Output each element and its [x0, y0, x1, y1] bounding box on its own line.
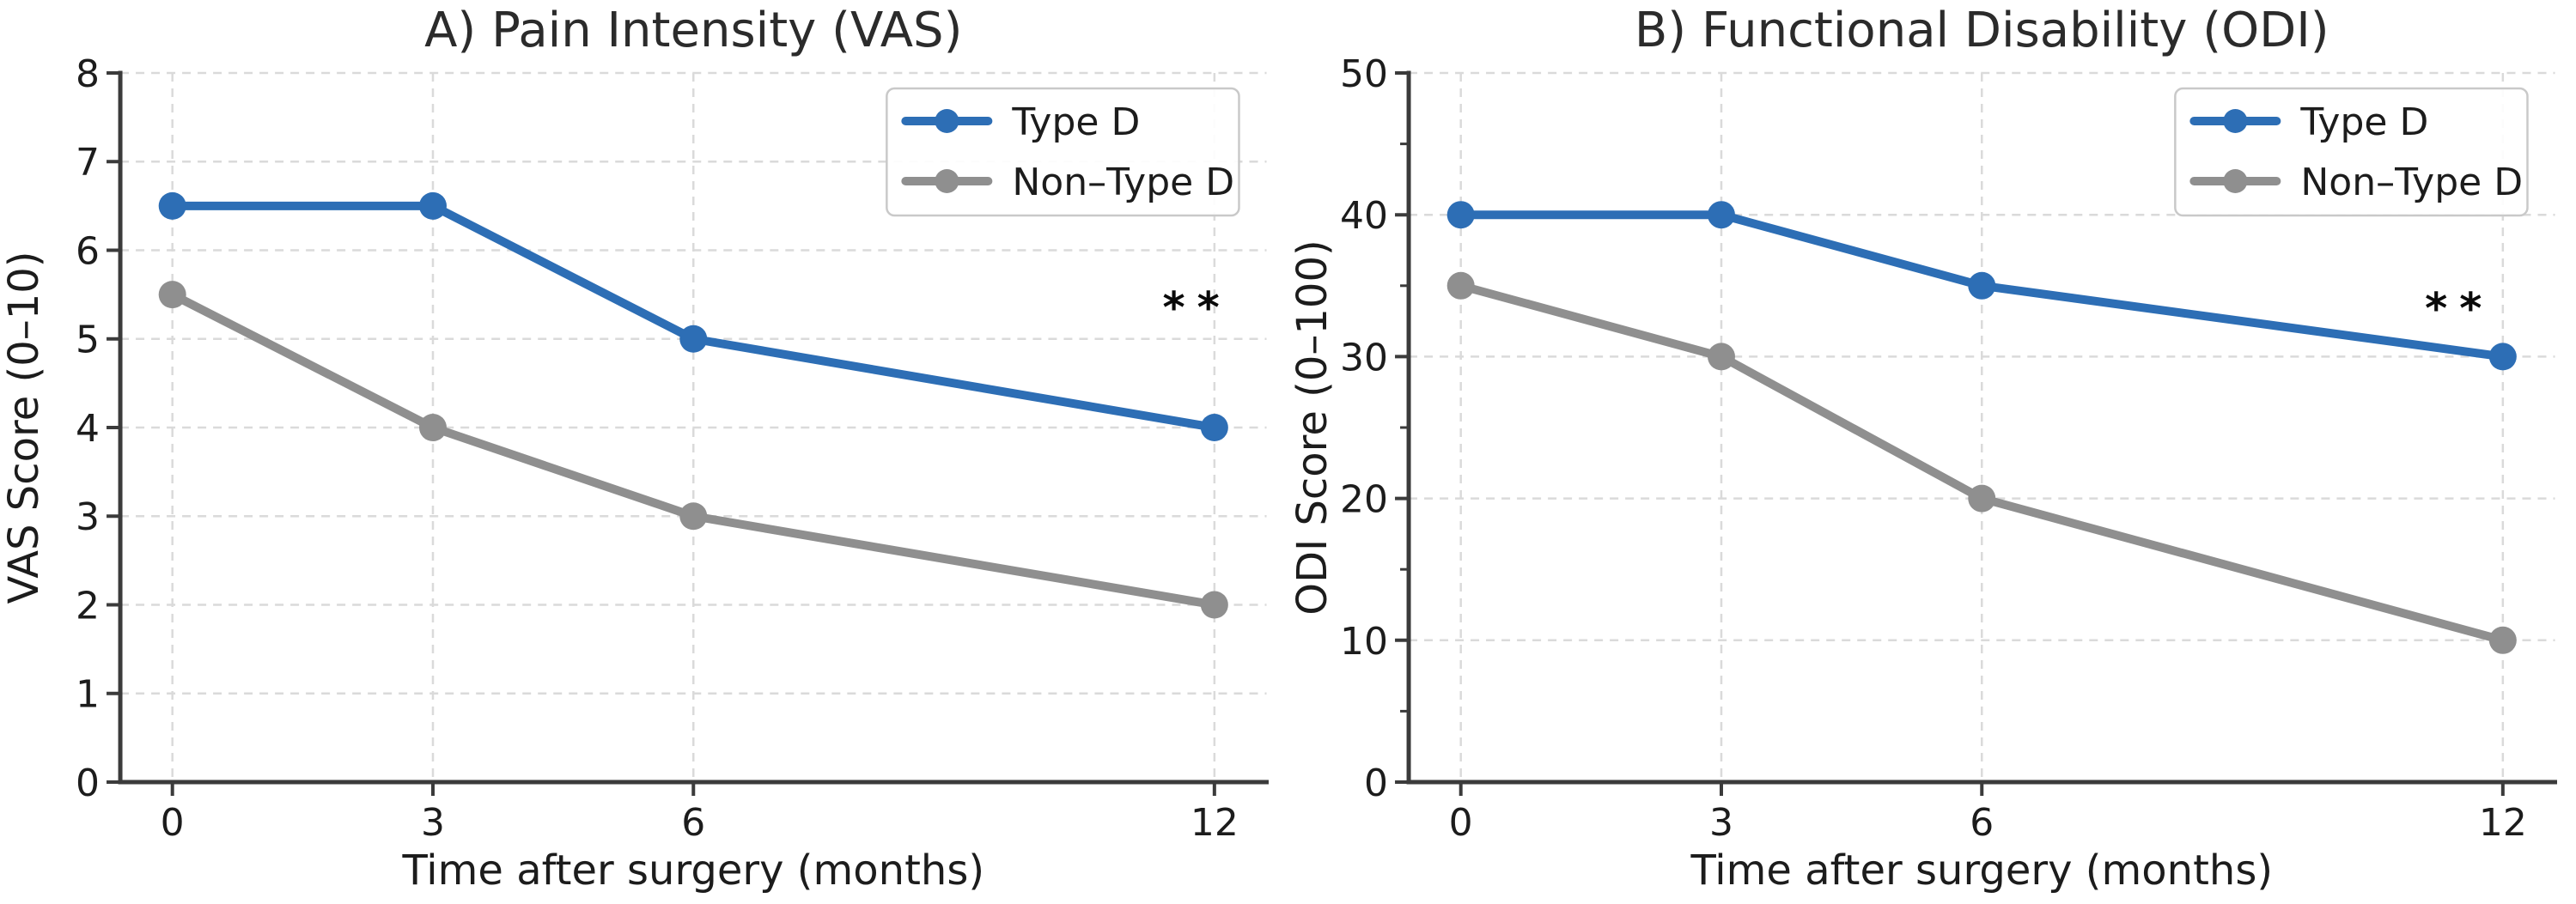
significance-annotation: **	[1162, 282, 1231, 332]
data-point	[1707, 343, 1735, 371]
legend-label: Type D	[2299, 100, 2428, 144]
data-point	[1200, 591, 1228, 619]
y-tick-label: 2	[76, 585, 100, 628]
chart-b-title: B) Functional Disability (ODI)	[1634, 3, 2329, 58]
data-point	[1967, 271, 1995, 300]
chart-b-xlabel: Time after surgery (months)	[1690, 846, 2273, 895]
y-tick-label: 10	[1340, 620, 1388, 664]
x-tick-label: 3	[421, 801, 445, 845]
series-line	[167, 201, 1219, 432]
y-tick-label: 3	[76, 495, 100, 539]
significance-annotation: **	[2425, 283, 2494, 333]
legend-label: Non–Type D	[2300, 161, 2523, 204]
x-tick-label: 6	[681, 801, 705, 845]
chart-a-title: A) Pain Intensity (VAS)	[424, 3, 962, 58]
y-tick-label: 0	[1364, 761, 1388, 805]
x-tick-label: 0	[1448, 801, 1472, 845]
y-tick-label: 40	[1340, 194, 1388, 238]
data-point	[1200, 414, 1228, 441]
data-point	[158, 281, 186, 309]
x-tick-label: 6	[1970, 801, 1994, 845]
data-point	[418, 414, 447, 441]
axis-ticks	[107, 71, 1216, 796]
series-line	[1456, 210, 2507, 361]
y-tick-label: 50	[1340, 52, 1388, 96]
data-point	[1446, 201, 1475, 229]
data-point	[1707, 201, 1735, 229]
legend-sample-marker	[935, 169, 959, 193]
y-tick-label: 20	[1340, 478, 1388, 522]
panel-a: 0 3 6 12 0 1 2 3 4 5 6 7 8 ** Type D Non–Type D A) Pain…	[0, 3, 1269, 895]
y-tick-label: 8	[76, 52, 100, 96]
data-point	[418, 191, 447, 220]
x-tick-label: 12	[1191, 801, 1239, 845]
legend: Type D Non–Type D	[886, 87, 1240, 217]
series-line	[167, 290, 1219, 610]
legend-sample-marker	[935, 109, 959, 133]
axis-ticks	[1394, 71, 2505, 796]
legend-label: Non–Type D	[1012, 161, 1234, 204]
data-point	[158, 191, 186, 220]
data-point	[2488, 343, 2517, 371]
chart-b-ylabel: ODI Score (0–100)	[1288, 240, 1337, 615]
chart-a-xlabel: Time after surgery (months)	[401, 846, 984, 895]
data-point	[679, 325, 708, 353]
x-tick-label: 12	[2478, 801, 2526, 845]
y-tick-label: 5	[76, 319, 100, 362]
legend-sample-marker	[2222, 109, 2247, 133]
legend: Type D Non–Type D	[2173, 87, 2529, 217]
data-point	[1446, 271, 1475, 300]
y-tick-label: 4	[76, 407, 100, 451]
data-point	[679, 502, 708, 531]
legend-label: Type D	[1011, 100, 1140, 144]
chart-b: 0 3 6 12 0 10 20 30 40 50 ** Type D Non–Type D B) Fu…	[1288, 3, 2557, 895]
series-line	[1456, 281, 2507, 645]
data-point	[1967, 484, 1995, 513]
y-tick-label: 6	[76, 230, 100, 274]
chart-b-plot: 0 3 6 12 0 10 20 30 40 50 ** Type D Non–Type D	[1340, 52, 2557, 845]
x-tick-label: 0	[161, 801, 185, 845]
y-tick-label: 0	[76, 761, 100, 805]
y-tick-label: 7	[76, 141, 100, 185]
data-point	[2488, 626, 2517, 654]
y-tick-label: 30	[1340, 336, 1388, 379]
chart-a-ylabel: VAS Score (0–10)	[0, 251, 48, 604]
panel-b: 0 3 6 12 0 10 20 30 40 50 ** Type D Non–Type D B) Fu…	[1288, 0, 2576, 904]
y-tick-label: 1	[76, 673, 100, 717]
x-tick-label: 3	[1708, 801, 1733, 845]
legend-sample-marker	[2222, 169, 2247, 193]
